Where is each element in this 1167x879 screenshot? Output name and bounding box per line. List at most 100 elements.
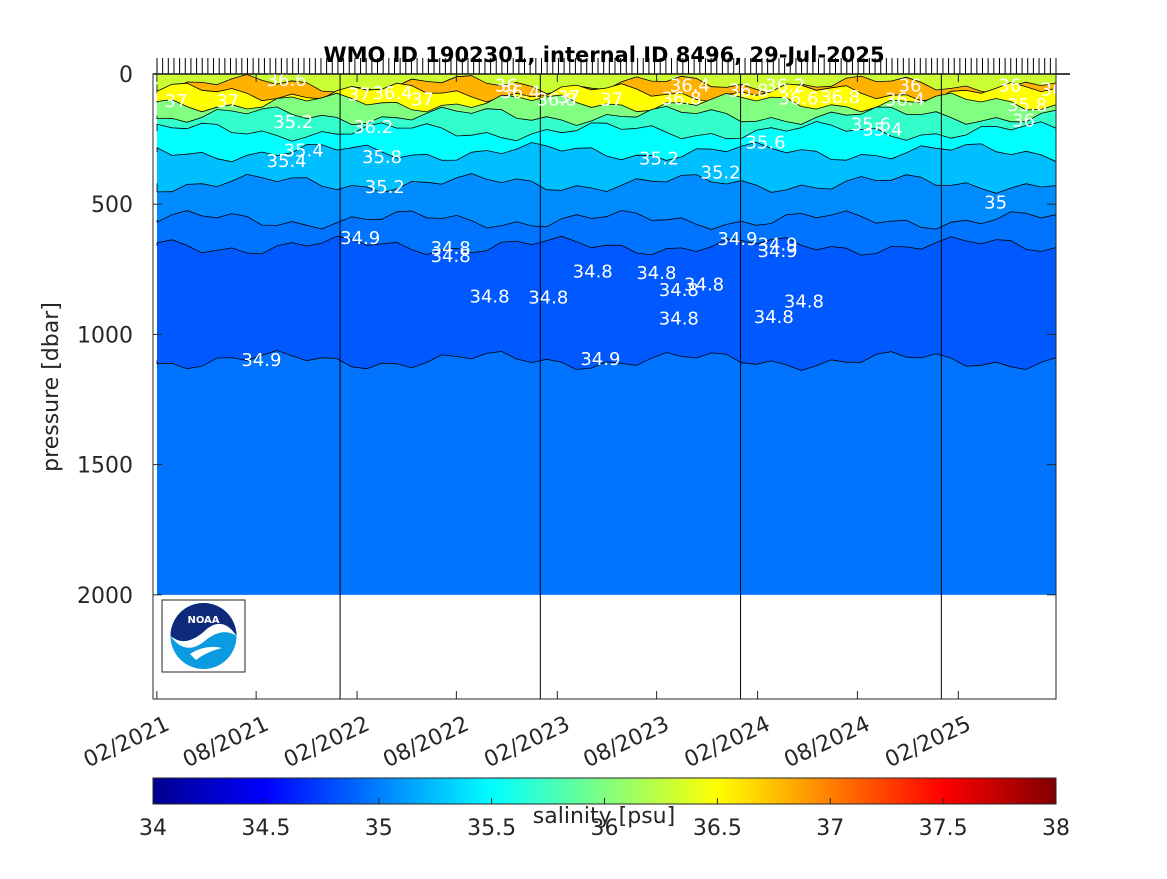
- contour-label: 36: [1041, 79, 1064, 100]
- y-tick-label: 0: [119, 63, 133, 88]
- contour-label: 36.4: [500, 82, 540, 103]
- y-axis: 0 500 1000 1500 2000: [77, 63, 1056, 609]
- contour-label: 35: [984, 193, 1007, 214]
- contour-label: 36.2: [353, 117, 393, 138]
- contour-line: [156, 173, 1056, 194]
- x-tick-label: 02/2022: [280, 712, 373, 773]
- contour-label: 34.8: [684, 275, 724, 296]
- contour-label: 34.8: [470, 286, 510, 307]
- contour-label: 36.8: [536, 90, 576, 111]
- contour-label: 36: [899, 75, 922, 96]
- contour-label: 34.9: [340, 228, 380, 249]
- x-tick-label: 08/2023: [580, 712, 673, 773]
- noaa-logo-text: NOAA: [187, 615, 219, 626]
- colorbar-tick-label: 35.5: [467, 816, 516, 841]
- x-tick-label: 02/2025: [881, 712, 974, 773]
- no-data-region: [153, 594, 1056, 699]
- contour-label: 34.8: [636, 263, 676, 284]
- x-tick-label: 08/2022: [380, 712, 473, 773]
- colorbar-tick-label: 35: [365, 816, 393, 841]
- contour-label: 34.8: [431, 246, 471, 267]
- contour-label: 37: [600, 90, 623, 111]
- contour-label: 36: [998, 75, 1021, 96]
- y-tick-label: 1000: [77, 323, 133, 348]
- contour-line: [156, 235, 1056, 256]
- y-axis-label: pressure [dbar]: [39, 302, 64, 472]
- contour-label: 34.8: [659, 280, 699, 301]
- contour-label: 37: [411, 90, 434, 111]
- contour-label: 36: [1012, 111, 1035, 132]
- colorbar-tick-label: 34: [139, 816, 167, 841]
- contour-label: 34.9: [718, 229, 758, 250]
- contour-label: 35.6: [851, 114, 891, 135]
- colorbar-tick-label: 37: [816, 816, 844, 841]
- y-tick-label: 2000: [77, 584, 133, 609]
- contour-label: 36.6: [778, 88, 818, 109]
- contour-line: [156, 210, 1056, 230]
- contour-label: 34.8: [659, 308, 699, 329]
- contour-label: 34.9: [241, 350, 281, 371]
- plot-frame: [152, 73, 1057, 700]
- x-tick-label: 02/2021: [80, 712, 173, 773]
- contour-label: 37: [348, 85, 371, 106]
- x-tick-label: 08/2024: [781, 712, 874, 773]
- contour-label: 35.2: [273, 112, 313, 133]
- contour-label: 35.4: [284, 141, 324, 162]
- chart-title: WMO ID 1902301, internal ID 8496, 29-Jul…: [323, 43, 884, 67]
- colorbar-tick-label: 37.5: [919, 816, 968, 841]
- contour-label: 34.8: [528, 288, 568, 309]
- colorbar-label: salinity [psu]: [533, 804, 675, 829]
- contour-label: 37: [216, 91, 239, 112]
- contour-label: 35.2: [701, 163, 741, 184]
- noaa-logo: NOAA: [161, 599, 246, 673]
- colorbar-tick-label: 34.5: [241, 816, 290, 841]
- salinity-band: [157, 236, 1056, 373]
- x-tick-label: 02/2023: [480, 712, 573, 773]
- colorbar-tick-label: 38: [1042, 816, 1070, 841]
- contour-label: 34.9: [580, 349, 620, 370]
- contour-label: 37: [165, 91, 188, 112]
- colorbar-ticks: 34 34.5 35 35.5 36 36.5 37 37.5 38: [139, 798, 1070, 841]
- contour-label: 36.2: [765, 75, 805, 96]
- x-tick-label: 02/2024: [681, 712, 774, 773]
- contour-label: 35.2: [365, 177, 405, 198]
- contour-label: 35.4: [862, 120, 902, 141]
- contour-label: 35.8: [362, 147, 402, 168]
- contour-label: 36.4: [885, 90, 925, 111]
- contour-line: [156, 141, 1056, 163]
- contour-line: [156, 350, 1056, 371]
- colorbar-tick-label: 36.5: [693, 816, 742, 841]
- contour-label: 34.9: [758, 241, 798, 262]
- contour-label: 36.6: [267, 70, 307, 91]
- contour-label: 34.8: [784, 292, 824, 313]
- contour-label: 35.4: [267, 151, 307, 172]
- contour-label: 36.4: [372, 83, 412, 104]
- contour-label: 36.8: [728, 81, 768, 102]
- contour-label: 36.8: [820, 87, 860, 108]
- contour-label: 37: [557, 87, 580, 108]
- contour-label: 34.9: [758, 234, 798, 255]
- contour-line: [156, 92, 1056, 113]
- x-tick-label: 08/2021: [179, 712, 272, 773]
- contour-line: [156, 121, 1056, 142]
- salinity-band: [157, 350, 1056, 607]
- colorbar-tick-label: 36: [591, 816, 619, 841]
- contour-line: [156, 105, 1056, 126]
- contour-label: 36: [495, 75, 518, 96]
- y-tick-label: 500: [91, 193, 133, 218]
- contour-label: 34.8: [754, 307, 794, 328]
- salinity-band: [157, 142, 1056, 196]
- contour-label: 35.8: [1007, 95, 1047, 116]
- contour-label: 36.4: [670, 75, 710, 96]
- contour-label: 35.6: [745, 133, 785, 154]
- y-tick-label: 1500: [77, 454, 133, 479]
- contour-label: 35.2: [639, 148, 679, 169]
- contour-line: [156, 81, 1056, 103]
- contour-label: 34.8: [431, 238, 471, 259]
- contour-label: 34.8: [573, 262, 613, 283]
- plot-area: [153, 74, 1056, 699]
- contour-label: 36.8: [662, 88, 702, 109]
